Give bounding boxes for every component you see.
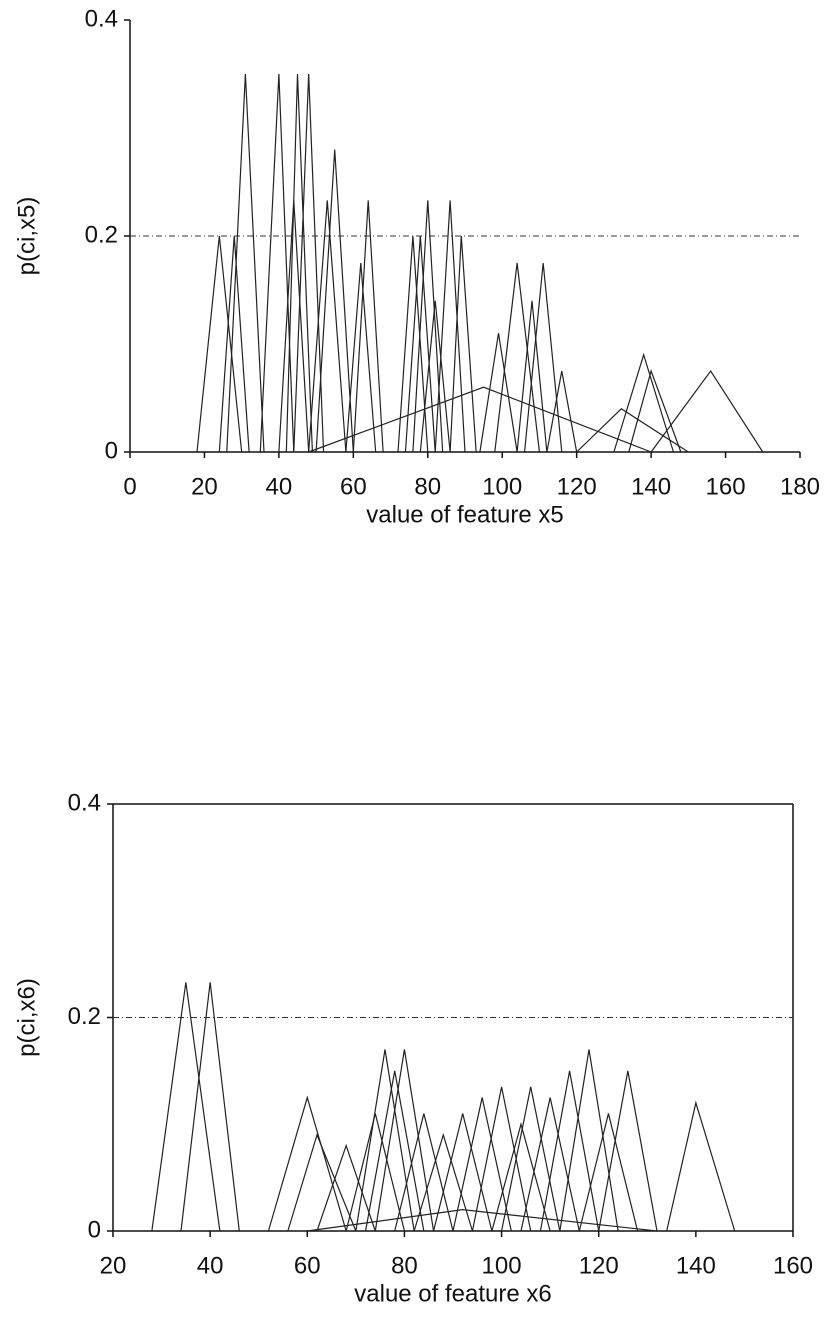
x-tick-label: 160 [773,1252,813,1279]
series-line [374,1049,435,1232]
series-line [500,1086,561,1232]
x-tick-label: 40 [266,473,293,500]
series-line [196,235,243,453]
series-line [578,1113,639,1232]
series-line [397,235,429,453]
series-line [307,1209,658,1232]
x-tick-label: 0 [123,473,136,500]
series-line [352,200,384,453]
series-line [412,200,444,453]
y-axis-label: p(ci,x6) [13,978,40,1057]
y-tick-label: 0 [88,1216,101,1243]
x-tick-label: 140 [631,473,671,500]
series-line [491,1121,551,1232]
x-tick-label: 100 [482,473,522,500]
series-line [523,262,563,453]
series-line [364,1070,425,1232]
series-line [315,149,354,453]
series-line [613,352,675,453]
series-line [494,262,541,453]
series-line [308,386,652,453]
x-tick-label: 140 [676,1252,716,1279]
series-line [355,1049,415,1232]
x-axis-label: value of feature x5 [366,501,563,528]
series-line [293,73,325,453]
series-line [449,235,477,453]
x-tick-label: 20 [191,473,218,500]
series-line [520,1097,580,1232]
series-line [479,333,518,453]
series-line [434,200,466,453]
x-tick-label: 80 [414,473,441,500]
x-tick-label: 100 [482,1252,522,1279]
x-tick-label: 160 [706,473,746,500]
series-line [180,982,240,1232]
series-line [539,1070,600,1232]
y-tick-label: 0.2 [68,1003,101,1030]
series-line [287,1133,357,1232]
x-axis-label: value of feature x6 [354,1280,551,1307]
x-tick-label: 120 [579,1252,619,1279]
series-line [259,73,295,453]
y-tick-label: 0.2 [85,221,118,248]
series-line [413,1132,474,1232]
x-tick-label: 20 [100,1252,127,1279]
x-tick-label: 120 [557,473,597,500]
series-line [576,408,689,453]
series-line [226,73,265,453]
y-tick-label: 0.4 [85,5,118,32]
series-line [345,262,377,453]
series-line [404,235,436,453]
series-line [218,235,250,453]
series-line [471,1086,532,1232]
series-line [316,1143,376,1232]
series-line [666,1100,736,1232]
y-tick-label: 0.4 [68,789,101,816]
series-line [546,370,578,453]
y-tick-label: 0 [105,437,118,464]
series-line [432,1113,493,1232]
series-line [151,982,221,1232]
x-tick-label: 60 [294,1252,321,1279]
series-line [285,73,313,453]
series-line [650,369,764,453]
series-line [452,1097,512,1232]
x-tick-label: 80 [391,1252,418,1279]
series-line [308,200,347,453]
y-axis-label: p(ci,x5) [13,197,40,276]
series-line [598,1070,658,1232]
series-line [267,1095,347,1232]
series-line [559,1049,619,1232]
x-tick-label: 180 [780,473,820,500]
series-line [628,369,682,453]
x-tick-label: 60 [340,473,367,500]
x-tick-label: 40 [197,1252,224,1279]
